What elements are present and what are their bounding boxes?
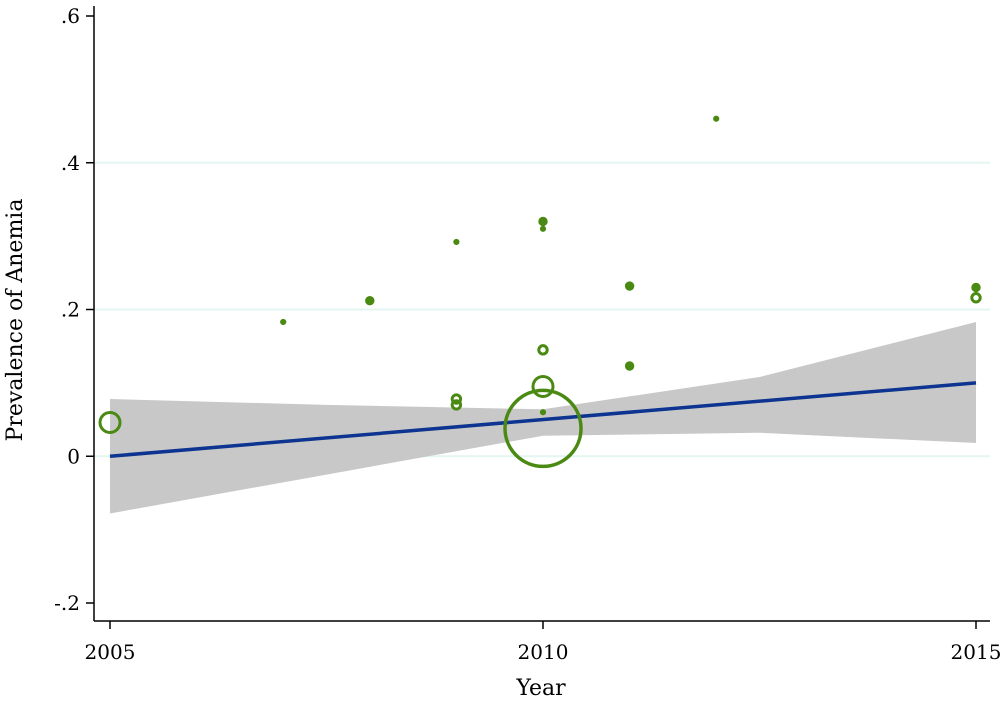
data-point (365, 295, 375, 306)
y-tick-label: .4 (61, 151, 80, 175)
data-point (538, 216, 548, 227)
data-points-layer (98, 115, 982, 469)
data-point (539, 225, 547, 232)
x-tick-label: 2015 (951, 640, 1000, 664)
fit-line (109, 381, 977, 458)
data-point (970, 292, 982, 304)
data-point (539, 409, 547, 416)
y-tick-label: .6 (61, 4, 80, 28)
x-tick-label: 2005 (85, 640, 136, 664)
y-axis-title: Prevalence of Anemia (3, 199, 28, 442)
y-tick-label: .2 (61, 298, 80, 322)
data-point (537, 344, 549, 356)
data-point (713, 115, 720, 122)
y-tick-label: -.2 (54, 591, 80, 615)
data-point (971, 282, 981, 293)
data-point (453, 238, 460, 246)
fit-line-layer (109, 381, 977, 458)
axes (86, 6, 990, 629)
data-point (624, 281, 635, 291)
data-point (280, 318, 287, 326)
y-tick-label: 0 (67, 444, 80, 468)
confidence-band (110, 321, 976, 514)
data-point (98, 410, 122, 434)
data-point (450, 399, 463, 411)
data-point (503, 388, 583, 469)
confidence-band-layer (110, 321, 976, 514)
data-point (624, 361, 635, 371)
x-tick-label: 2010 (518, 640, 569, 664)
x-axis-title: Year (515, 676, 566, 701)
data-point (531, 375, 555, 399)
data-point (450, 393, 463, 405)
tick-labels: -.2 0 .2 .4 .6 2005 2010 2015 (54, 4, 1000, 664)
